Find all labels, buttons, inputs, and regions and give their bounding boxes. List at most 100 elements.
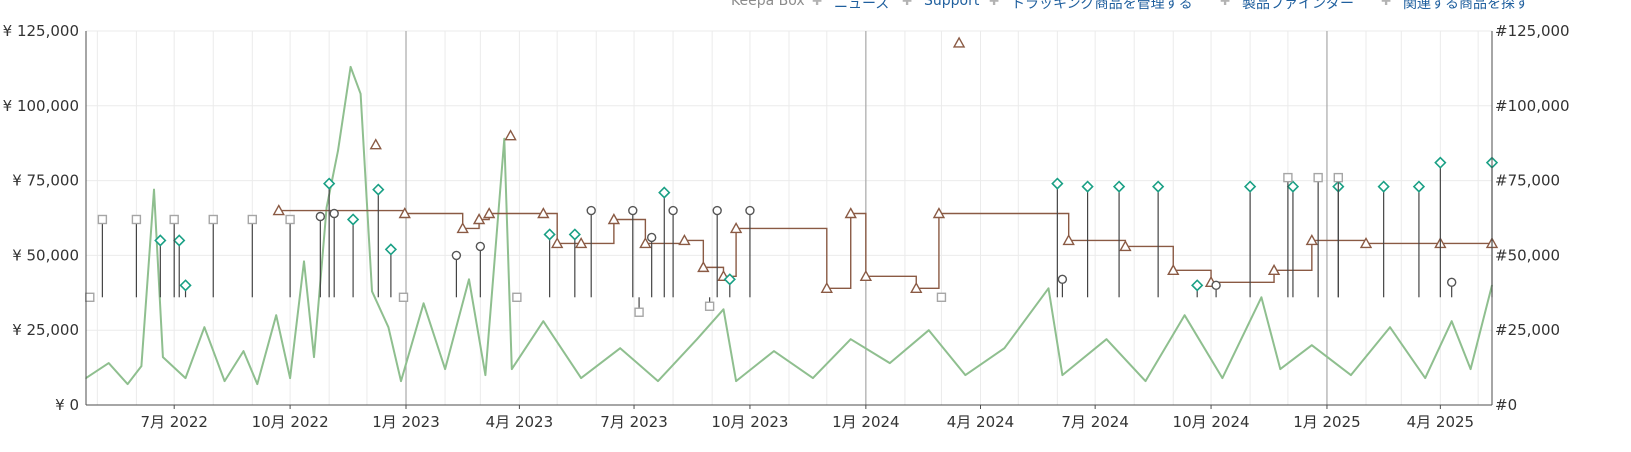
- sales-rank-point: [928, 329, 930, 332]
- sales-rank-point: [444, 368, 446, 370]
- sales-rank-point: [1389, 326, 1391, 329]
- price-point-diamond: [1286, 180, 1300, 193]
- price-point-circle: [712, 205, 722, 216]
- price-point-diamond: [1081, 180, 1094, 193]
- x-tick-label: 1月 2024: [832, 413, 900, 431]
- price-point-circle: [1446, 277, 1457, 288]
- price-point-triangle: [1167, 263, 1180, 276]
- x-tick-label: 4月 2024: [947, 413, 1015, 431]
- price-point-square: [169, 214, 179, 225]
- price-point-diamond: [1434, 156, 1447, 169]
- series-amazon_new: [272, 204, 1499, 294]
- price-point-diamond: [1152, 180, 1165, 193]
- price-point-triangle: [456, 222, 469, 234]
- price-point-circle: [628, 205, 638, 216]
- price-point-triangle: [1305, 233, 1319, 246]
- sales-rank-point: [849, 338, 852, 340]
- price-point-triangle: [574, 236, 588, 249]
- sales-rank-point: [511, 368, 513, 370]
- sales-rank-point: [964, 374, 967, 376]
- sales-rank-point: [242, 350, 245, 352]
- grid: [86, 30, 1492, 406]
- sales-rank-point: [371, 290, 373, 293]
- price-point-triangle: [1267, 263, 1281, 276]
- sales-rank-point: [696, 338, 698, 340]
- price-point-square: [1283, 172, 1293, 183]
- sales-rank-point: [722, 308, 725, 311]
- sales-rank-point: [888, 362, 891, 364]
- nav-link-5[interactable]: 製品ファインダー: [1242, 0, 1354, 12]
- annotations: [369, 36, 966, 150]
- price-point-square: [247, 214, 258, 225]
- y-tick-label-left: ¥ 125,000: [3, 22, 79, 40]
- y-tick-label-right: #125,000: [1495, 22, 1570, 40]
- sales-rank-point: [256, 383, 259, 385]
- x-tick-label: 4月 2023: [486, 413, 554, 431]
- sales-rank-point: [735, 380, 737, 382]
- price-point-circle: [745, 205, 755, 216]
- sales-rank-point: [812, 377, 814, 379]
- price-point-square: [398, 292, 409, 302]
- sales-rank-point: [337, 149, 339, 152]
- price-point-triangle: [729, 222, 743, 234]
- sales-rank-point: [1424, 377, 1427, 379]
- sales-rank-point: [468, 278, 470, 281]
- sales-rank-point: [657, 380, 659, 382]
- nav-link-3[interactable]: Support: [924, 0, 980, 9]
- price-point-triangle: [272, 204, 285, 216]
- x-tick-label: 7月 2023: [600, 413, 668, 431]
- price-point-diamond: [658, 186, 671, 199]
- x-tick-label: 4月 2025: [1407, 413, 1475, 431]
- price-point-diamond: [384, 243, 398, 256]
- sales-rank-point: [1260, 296, 1263, 299]
- price-point-diamond: [1051, 177, 1064, 190]
- price-point-diamond: [323, 177, 336, 190]
- price-point-triangle: [697, 260, 710, 273]
- price-point-circle: [668, 205, 678, 216]
- price-point-triangle: [398, 207, 411, 219]
- price-point-triangle: [472, 213, 486, 225]
- nav-link-4[interactable]: トラッキング商品を管理する: [1011, 0, 1193, 12]
- axes: ¥ 0 #0 ¥ 25,000 #25,000 ¥ 50,000 #50,000 ¥ 75,…: [3, 22, 1570, 431]
- price-point-circle: [1211, 280, 1221, 291]
- sales-rank-point: [162, 356, 164, 358]
- y-tick-label-left: ¥ 100,000: [3, 97, 79, 115]
- outlier-point: [369, 138, 382, 150]
- top-navigation: Keepa Box ✚ ニュース ✚ Support ✚ トラッキング商品を管理する ✚ 製品フ…: [0, 0, 1631, 13]
- nav-link-1[interactable]: Keepa Box: [731, 0, 805, 9]
- series-used_offer: [315, 205, 1457, 298]
- price-point-diamond: [154, 234, 167, 247]
- x-tick-label: 10月 2024: [1173, 413, 1250, 431]
- sales-rank-point: [275, 314, 278, 317]
- y-tick-label-right: #50,000: [1495, 246, 1560, 264]
- price-point-triangle: [844, 207, 857, 219]
- x-tick-label: 10月 2022: [252, 413, 329, 431]
- price-point-diamond: [173, 234, 186, 247]
- x-tick-label: 7月 2022: [140, 413, 208, 431]
- sales-rank-point: [126, 383, 129, 385]
- y-tick-label-left: ¥ 25,000: [12, 321, 79, 339]
- price-point-triangle: [639, 236, 652, 249]
- nav-link-6[interactable]: 関連する商品を探す: [1403, 0, 1529, 12]
- price-point-diamond: [179, 279, 192, 292]
- sales-rank-point: [303, 260, 305, 263]
- series-sales_rank: [85, 65, 1493, 386]
- price-point-circle: [646, 232, 657, 243]
- sales-rank-point: [484, 374, 487, 376]
- price-point-circle: [329, 208, 339, 219]
- sales-rank-point: [1221, 377, 1224, 379]
- price-point-square: [285, 214, 295, 225]
- price-point-square: [1333, 172, 1343, 183]
- sales-rank-point: [580, 377, 582, 379]
- price-point-diamond: [543, 228, 556, 241]
- sales-rank-point: [140, 365, 143, 367]
- nav-link-2[interactable]: ニュース: [834, 0, 890, 12]
- price-point-square: [512, 292, 522, 302]
- price-point-triangle: [820, 281, 833, 294]
- sales-rank-point: [1047, 287, 1050, 290]
- price-point-diamond: [1243, 180, 1257, 193]
- sales-rank-point: [359, 93, 362, 95]
- sales-rank-point: [542, 320, 545, 323]
- y-tick-label-left: ¥ 0: [55, 396, 79, 414]
- sales-rank-point: [503, 137, 506, 140]
